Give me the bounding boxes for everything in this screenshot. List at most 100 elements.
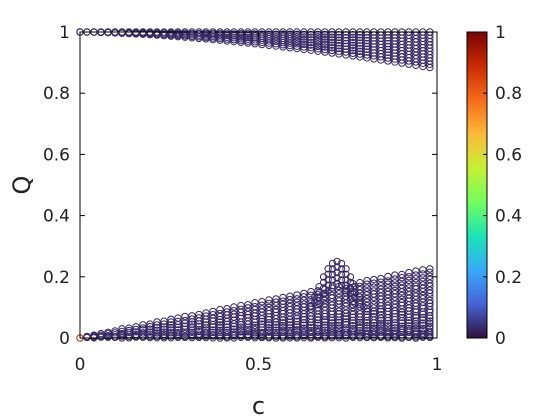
scatter-point xyxy=(384,301,392,310)
scatter-point xyxy=(251,329,259,337)
scatter-point xyxy=(384,45,392,54)
scatter-point xyxy=(412,292,420,300)
scatter-point xyxy=(384,42,392,51)
scatter-point xyxy=(349,46,357,55)
scatter-point xyxy=(111,29,119,37)
scatter-point xyxy=(328,281,337,290)
scatter-point xyxy=(363,329,371,337)
scatter-point xyxy=(335,33,343,42)
scatter-point xyxy=(307,38,315,47)
scatter-point xyxy=(335,307,343,315)
scatter-point xyxy=(391,313,399,321)
scatter-point xyxy=(377,285,385,293)
scatter-point xyxy=(377,316,385,325)
scatter-point xyxy=(286,326,294,334)
scatter-point xyxy=(356,33,364,42)
scatter-point xyxy=(307,287,315,296)
scatter-point xyxy=(384,329,392,337)
scatter-point xyxy=(174,32,182,41)
scatter-point xyxy=(167,329,175,337)
scatter-point xyxy=(174,317,182,326)
scatter-point xyxy=(279,41,287,49)
scatter-point xyxy=(398,56,406,64)
scatter-point xyxy=(181,332,189,341)
scatter-point xyxy=(167,323,175,332)
scatter-point xyxy=(321,33,329,41)
scatter-point xyxy=(405,268,413,277)
scatter-point xyxy=(419,313,427,322)
scatter-point xyxy=(272,37,280,46)
scatter-point xyxy=(370,304,378,312)
scatter-point xyxy=(307,41,315,49)
scatter-point xyxy=(356,318,364,327)
scatter-point xyxy=(363,54,371,62)
scatter-point xyxy=(349,36,357,44)
scatter-point xyxy=(258,317,266,326)
scatter-point xyxy=(125,29,133,38)
scatter-point xyxy=(272,305,280,314)
scatter-point xyxy=(342,306,350,314)
scatter-point xyxy=(384,277,392,285)
scatter-point xyxy=(384,284,392,292)
scatter-point xyxy=(363,36,371,45)
scatter-point xyxy=(209,311,217,319)
scatter-point xyxy=(412,317,420,325)
scatter-point xyxy=(258,297,266,306)
scatter-point xyxy=(363,310,371,319)
scatter-point xyxy=(97,329,105,338)
colorbar-tick-label: 0 xyxy=(495,329,506,349)
scatter-point xyxy=(405,280,413,288)
scatter-point xyxy=(223,37,231,45)
scatter-point xyxy=(230,303,238,311)
scatter-point xyxy=(405,276,413,285)
scatter-point xyxy=(370,283,378,291)
scatter-point xyxy=(160,328,168,336)
scatter-point xyxy=(307,312,315,320)
scatter-point xyxy=(167,315,175,323)
scatter-point xyxy=(251,36,259,44)
scatter-point xyxy=(328,301,336,309)
scatter-point xyxy=(202,35,210,43)
scatter-point xyxy=(307,30,315,39)
scatter-point xyxy=(300,321,308,329)
scatter-point xyxy=(426,275,434,284)
scatter-point xyxy=(286,332,294,340)
scatter-point xyxy=(412,321,420,330)
scatter-point xyxy=(391,58,399,66)
scatter-point xyxy=(342,309,350,318)
scatter-point xyxy=(335,321,343,330)
scatter-point xyxy=(314,40,322,48)
scatter-point xyxy=(412,282,420,290)
scatter-point xyxy=(349,313,357,321)
scatter-point xyxy=(258,301,266,310)
scatter-point xyxy=(314,327,322,335)
scatter-point xyxy=(307,43,315,52)
scatter-point xyxy=(188,320,196,328)
scatter-point xyxy=(349,33,357,42)
scatter-point xyxy=(139,321,147,329)
scatter-point xyxy=(363,45,371,53)
scatter-point xyxy=(300,30,308,39)
scatter-point xyxy=(293,44,301,53)
scatter-point xyxy=(419,274,427,282)
colorbar xyxy=(466,31,488,339)
scatter-point xyxy=(83,332,91,341)
scatter-point xyxy=(223,304,231,313)
scatter-point xyxy=(167,321,175,329)
scatter-point xyxy=(355,298,364,307)
scatter-point xyxy=(346,289,355,298)
scatter-point xyxy=(300,324,308,332)
scatter-point xyxy=(307,33,315,41)
scatter-point xyxy=(216,323,224,331)
scatter-point xyxy=(377,307,385,316)
scatter-point xyxy=(384,39,392,48)
scatter-point xyxy=(335,329,343,337)
scatter-point xyxy=(333,279,341,288)
colorbar-tick-label: 0.8 xyxy=(495,84,522,104)
scatter-point xyxy=(419,326,427,335)
scatter-point xyxy=(321,299,329,308)
scatter-point xyxy=(384,272,392,281)
scatter-point xyxy=(216,36,224,44)
scatter-point xyxy=(104,28,112,37)
scatter-point xyxy=(230,325,238,333)
